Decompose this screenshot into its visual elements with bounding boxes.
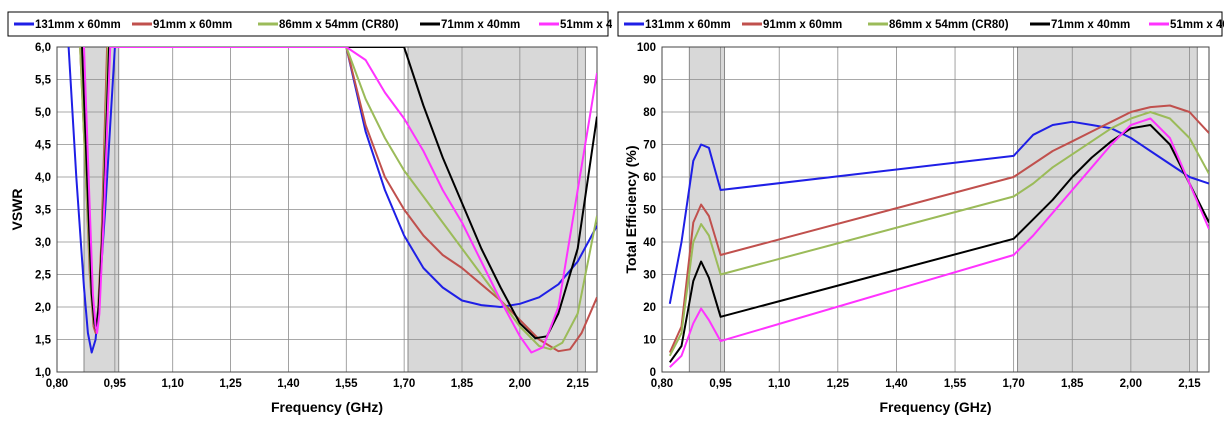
vswr-y-axis-title: VSWR [9, 189, 25, 231]
efficiency-y-tick-label: 60 [643, 172, 656, 184]
efficiency-y-tick-label: 0 [650, 367, 656, 379]
efficiency-x-tick-label: 2,15 [1178, 378, 1201, 390]
efficiency-x-tick-label: 0,80 [651, 378, 673, 390]
vswr-y-tick-label: 3,5 [35, 205, 52, 217]
vswr-x-tick-label: 1,10 [162, 378, 184, 390]
efficiency-x-tick-label: 0,95 [709, 378, 732, 390]
vswr-y-tick-label: 4,5 [35, 140, 52, 152]
efficiency-x-tick-label: 1,85 [1061, 378, 1084, 390]
vswr-y-tick-label: 3,0 [35, 237, 51, 249]
vswr-x-tick-label: 1,55 [335, 378, 358, 390]
efficiency-series-line [668, 111, 1209, 357]
efficiency-legend-label: 86mm x 54mm (CR80) [889, 19, 1009, 31]
vswr-x-tick-label: 2,00 [509, 378, 531, 390]
vswr-chart: 0,80 0,95 1,10 1,25 1,40 1,55 1,70 1,85 2,00 2,15… [0, 0, 639, 417]
vswr-y-tick-label: 4,0 [35, 172, 51, 184]
vswr-series-line [83, 47, 597, 354]
efficiency-y-tick-label: 100 [637, 42, 656, 54]
vswr-y-tick-label: 6,0 [35, 42, 51, 54]
efficiency-y-tick-label: 10 [643, 335, 656, 347]
vswr-x-tick-label: 1,70 [393, 378, 415, 390]
vswr-y-tick-label: 2,5 [35, 270, 52, 282]
vswr-y-tick-label: 2,0 [35, 302, 51, 314]
efficiency-x-tick-label: 1,10 [768, 378, 790, 390]
vswr-x-tick-label: 1,85 [451, 378, 474, 390]
vswr-chart-svg: 0,80 0,95 1,10 1,25 1,40 1,55 1,70 1,85 2,00 2,15… [7, 11, 639, 415]
efficiency-legend-label: 71mm x 40mm [1051, 19, 1130, 31]
vswr-legend-label: 71mm x 40mm [441, 19, 520, 31]
efficiency-y-tick-label: 20 [643, 302, 656, 314]
vswr-y-tick-label: 1,5 [35, 335, 52, 347]
efficiency-legend-label: 91mm x 60mm [763, 19, 842, 31]
efficiency-y-tick-label: 70 [643, 140, 656, 152]
vswr-x-tick-label: 2,15 [567, 378, 590, 390]
vswr-legend-box [7, 11, 609, 37]
vswr-y-tick-label: 1,0 [35, 367, 51, 379]
efficiency-series-line [669, 117, 1209, 368]
efficiency-legend-label: 51mm x 40mm [1170, 19, 1224, 31]
efficiency-plot-border [661, 46, 1210, 373]
vswr-x-axis-title: Frequency (GHz) [271, 399, 383, 415]
efficiency-series-line [668, 124, 1209, 363]
vswr-legend-label: 91mm x 60mm [153, 19, 232, 31]
efficiency-series-line [668, 104, 1209, 353]
vswr-x-tick-label: 1,40 [277, 378, 299, 390]
vswr-y-tick-label: 5,5 [35, 75, 52, 87]
efficiency-series-line [668, 120, 1209, 304]
efficiency-y-tick-label: 50 [643, 205, 656, 217]
vswr-x-tick-label: 0,95 [104, 378, 127, 390]
efficiency-chart-svg: 0,80 0,95 1,10 1,25 1,40 1,55 1,70 1,85 2,00 2,15… [617, 11, 1224, 415]
vswr-y-tick-label: 5,0 [35, 107, 51, 119]
efficiency-x-axis-title: Frequency (GHz) [879, 399, 991, 415]
efficiency-y-tick-label: 30 [643, 270, 656, 282]
efficiency-x-tick-label: 1,25 [827, 378, 850, 390]
efficiency-y-tick-label: 90 [643, 75, 656, 87]
efficiency-y-axis-title: Total Efficiency (%) [623, 145, 639, 273]
vswr-legend-label: 86mm x 54mm (CR80) [279, 19, 399, 31]
efficiency-y-tick-label: 80 [643, 107, 656, 119]
efficiency-x-tick-label: 1,70 [1002, 378, 1024, 390]
efficiency-x-tick-label: 1,55 [944, 378, 967, 390]
vswr-series-line [67, 47, 597, 354]
vswr-legend-label: 131mm x 60mm [35, 19, 121, 31]
efficiency-legend-label: 131mm x 60mm [645, 19, 731, 31]
efficiency-y-tick-label: 40 [643, 237, 656, 249]
efficiency-legend-box [617, 11, 1223, 37]
efficiency-x-tick-label: 2,00 [1120, 378, 1142, 390]
efficiency-x-tick-label: 1,40 [885, 378, 907, 390]
vswr-x-tick-label: 0,80 [46, 378, 68, 390]
vswr-legend-label: 51mm x 40mm [560, 19, 612, 31]
efficiency-chart: 0,80 0,95 1,10 1,25 1,40 1,55 1,70 1,85 2,00 2,15… [612, 0, 1224, 417]
vswr-x-tick-label: 1,25 [219, 378, 242, 390]
